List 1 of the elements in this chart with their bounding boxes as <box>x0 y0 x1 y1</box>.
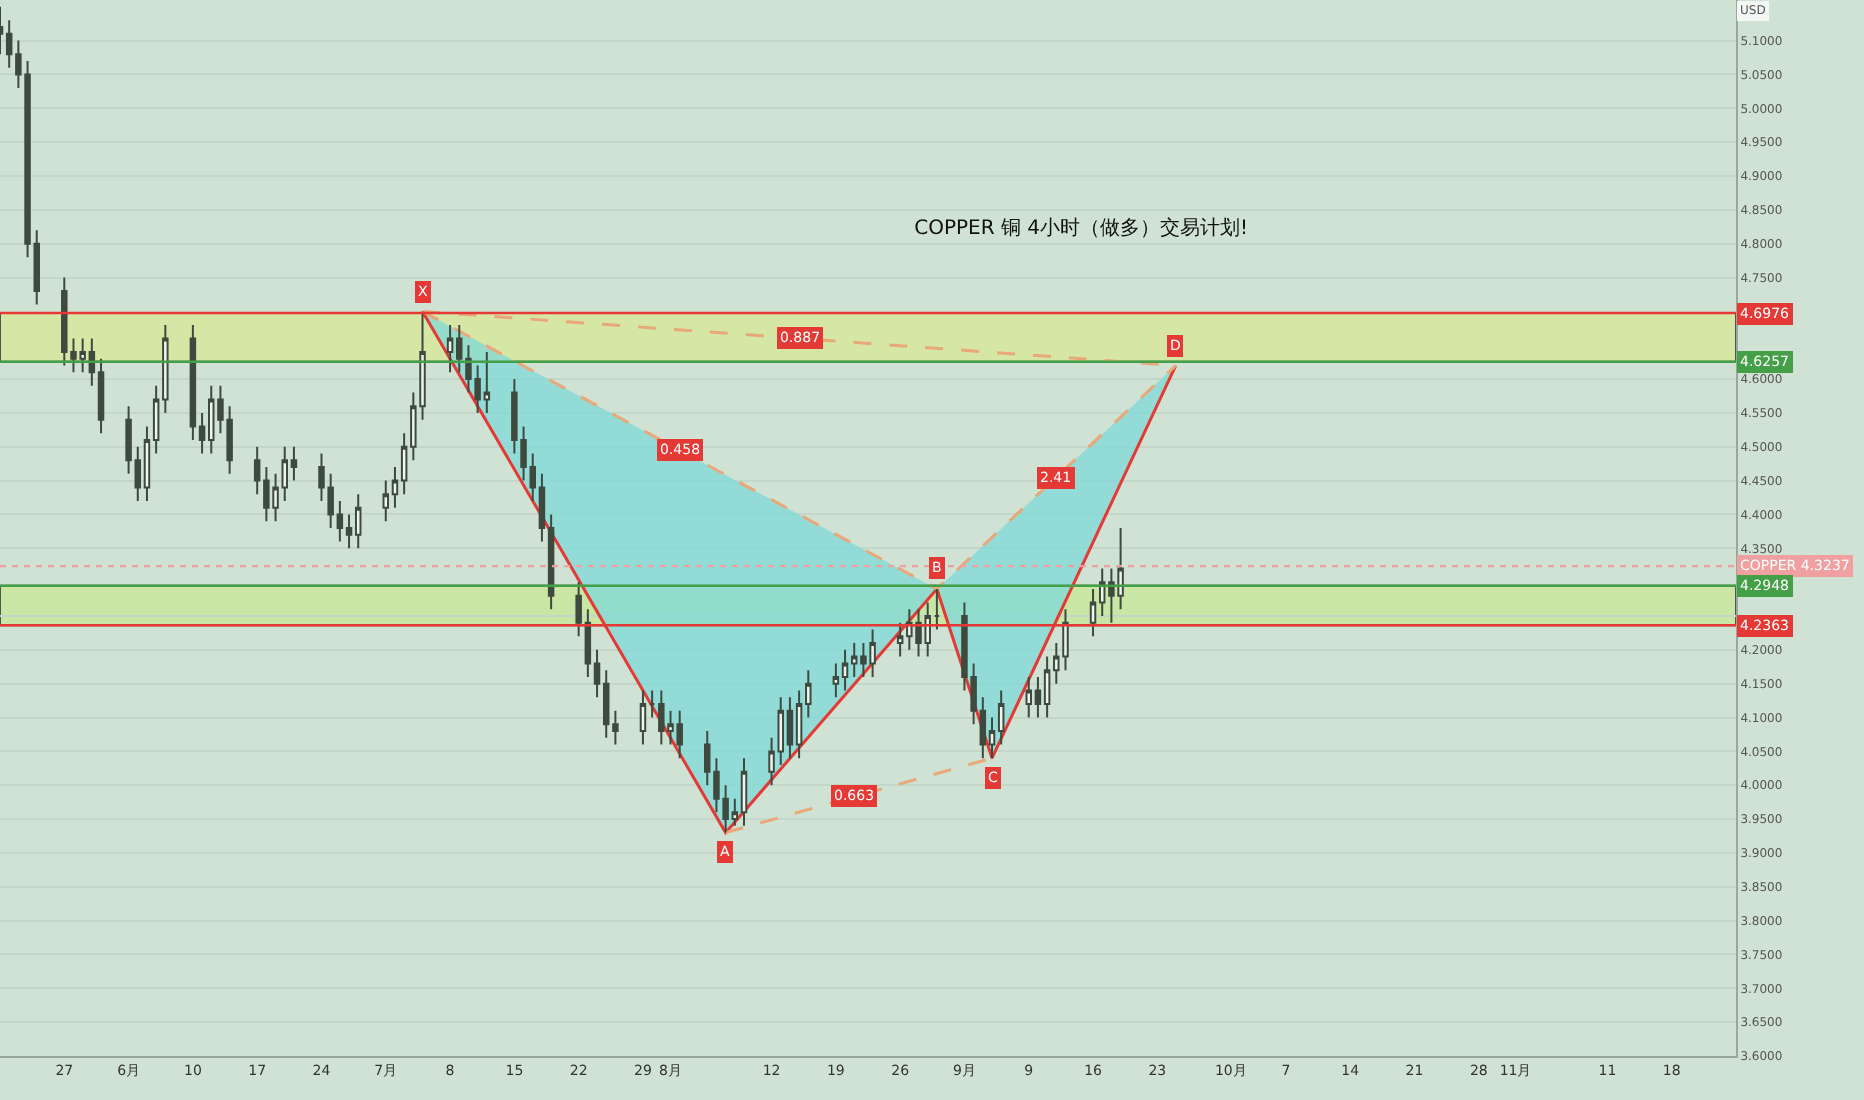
text: COPPER 铜 4小时（做多）交易计划! <box>914 216 1249 240</box>
